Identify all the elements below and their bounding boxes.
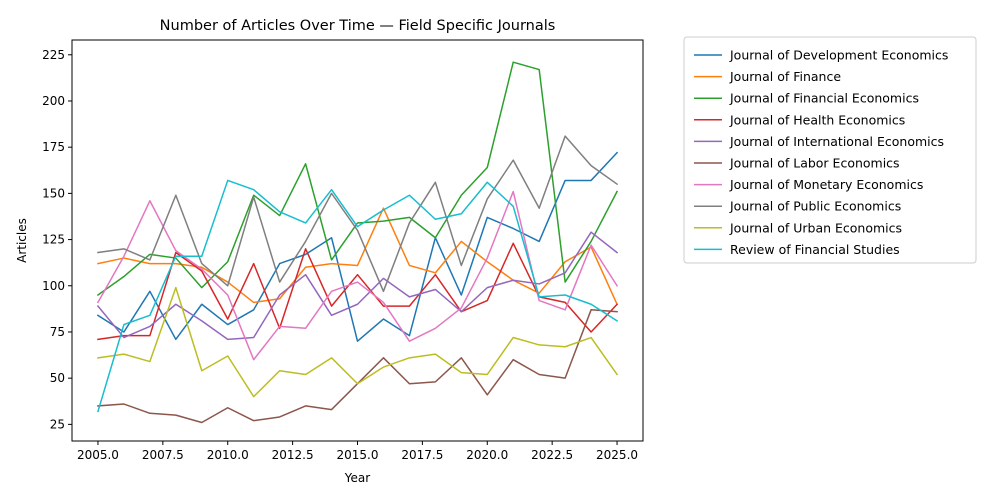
chart-title: Number of Articles Over Time — Field Spe… — [160, 18, 556, 34]
legend: Journal of Development Economics Journal … — [683, 36, 977, 264]
y-tick-label: 25 — [50, 417, 65, 431]
axes-group: 2005.0 2007.5 2010.0 2012.5 2015.0 2017.5 2020… — [42, 39, 644, 462]
y-tick-label: 125 — [42, 233, 65, 247]
x-tick-label: 2015.0 — [337, 448, 379, 462]
legend-frame — [683, 36, 977, 264]
series-line-1 — [96, 151, 619, 342]
x-tick-label: 2017.5 — [401, 448, 443, 462]
legend-entry-label: Journal of Labor Economics — [729, 156, 900, 171]
legend-entry-label: Journal of Finance — [729, 69, 841, 84]
legend-entry-label: Journal of Public Economics — [729, 199, 901, 214]
x-tick-label: 2022.5 — [531, 448, 573, 462]
series-line-4 — [97, 242, 619, 341]
x-tick-label: 2020.0 — [466, 448, 508, 462]
legend-entry-label: Journal of Health Economics — [729, 112, 905, 127]
legend-entry-label: Journal of Financial Economics — [729, 91, 919, 106]
series-line-3 — [96, 61, 619, 297]
x-axis-title: Year — [344, 471, 370, 485]
legend-entry-label: Journal of Development Economics — [729, 48, 948, 63]
y-tick-label: 225 — [42, 48, 65, 62]
x-tick-label: 2010.0 — [207, 448, 249, 462]
x-tick-label: 2012.5 — [272, 448, 314, 462]
y-tick-label: 50 — [50, 371, 65, 385]
y-axis-title: Articles — [15, 218, 29, 263]
plot-series-group — [96, 61, 619, 424]
series-line-8 — [97, 135, 619, 293]
series-line-6 — [97, 309, 618, 424]
legend-entry-label: Journal of Monetary Economics — [729, 177, 923, 192]
y-tick-label: 200 — [42, 94, 65, 108]
series-line-9 — [97, 286, 619, 398]
y-tick-label: 175 — [42, 140, 65, 154]
series-line-2 — [97, 207, 619, 306]
y-tick-label: 75 — [50, 325, 65, 339]
y-tick-label: 100 — [42, 279, 65, 293]
series-line-10 — [97, 179, 619, 413]
x-tick-label: 2007.5 — [142, 448, 184, 462]
x-tick-label: 2005.0 — [77, 448, 119, 462]
series-line-5 — [96, 231, 619, 341]
legend-entry-label: Journal of Urban Economics — [729, 220, 902, 235]
legend-entry-label: Journal of International Economics — [729, 134, 944, 149]
y-tick-label: 150 — [42, 186, 65, 200]
x-tick-label: 2025.0 — [596, 448, 638, 462]
legend-entry-label: Review of Financial Studies — [730, 242, 900, 257]
